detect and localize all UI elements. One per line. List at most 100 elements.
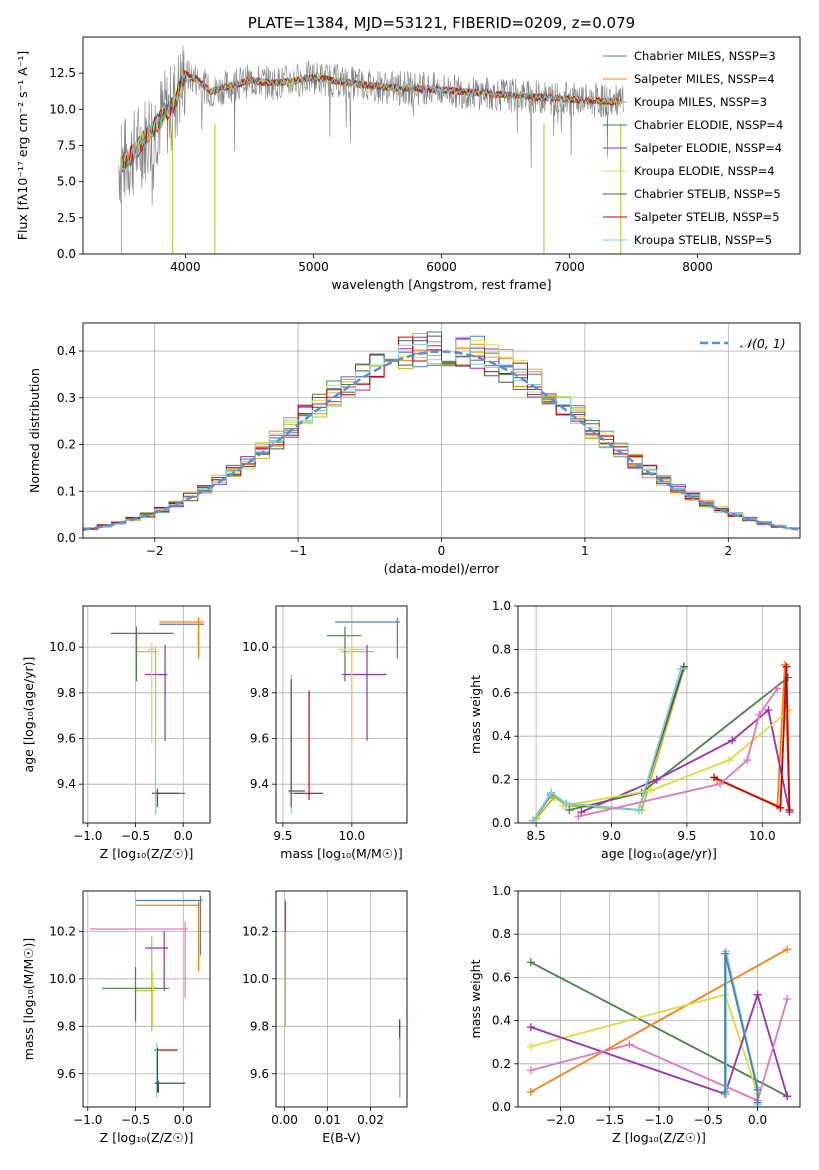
x-tick-label: 9.0 — [602, 829, 621, 843]
data-point — [526, 1087, 535, 1096]
plot-area — [518, 606, 800, 823]
data-point — [753, 1098, 762, 1107]
data-point — [776, 803, 785, 812]
y-tick-label: 10.2 — [242, 924, 269, 938]
y-tick-label: 0.6 — [492, 686, 511, 700]
x-tick-label: −2.0 — [546, 1113, 575, 1127]
axes-frame — [517, 605, 801, 824]
y-tick-label: 10.0 — [49, 102, 76, 116]
x-tick-label: 5000 — [298, 260, 329, 274]
x-tick-label: 8.5 — [527, 829, 546, 843]
data-point — [721, 1087, 730, 1096]
y-tick-label: 7.5 — [57, 139, 76, 153]
x-tick-label: 1 — [581, 544, 589, 558]
plot-area — [518, 891, 800, 1107]
axes-frame — [275, 890, 408, 1108]
model-line — [120, 71, 622, 173]
y-axis-label: mass weight — [468, 675, 483, 754]
data-point — [728, 736, 737, 745]
y-tick-label: 12.5 — [49, 66, 76, 80]
legend-label: Kroupa STELIB, NSSP=5 — [634, 233, 772, 247]
x-tick-label: 0.0 — [174, 829, 193, 843]
plot-area — [276, 606, 407, 823]
y-tick-label: 9.8 — [250, 686, 269, 700]
data-point — [721, 949, 730, 958]
x-tick-label: −1 — [289, 544, 307, 558]
y-axis-label: Normed distribution — [27, 368, 42, 493]
y-tick-label: 0.2 — [492, 1057, 511, 1071]
y-tick-label: 10.0 — [242, 640, 269, 654]
x-tick-label: 10.0 — [749, 829, 776, 843]
plot-area — [83, 606, 210, 823]
y-tick-label: 9.8 — [57, 1019, 76, 1033]
y-tick-label: 1.0 — [492, 884, 511, 898]
series-line — [530, 948, 788, 1093]
axes-mass_vs_EBV: 0.00 0.01 0.02 9.6 9.8 10.0 10.2 E(B-V) — [242, 890, 408, 1145]
data-point — [783, 945, 792, 954]
x-tick-label: 7000 — [554, 260, 585, 274]
legend-label: Salpeter MILES, NSSP=4 — [634, 72, 775, 86]
data-point — [625, 1040, 634, 1049]
axes-age_vs_mass: 9.5 10.0 9.4 9.6 9.8 10.0 mass [log₁₀(M/M☉)] — [242, 605, 408, 861]
x-tick-label: 9.5 — [677, 829, 696, 843]
data-point — [753, 1085, 762, 1094]
y-axis-label: mass [log₁₀(M/M☉)] — [21, 938, 36, 1060]
axes-frame — [82, 605, 211, 824]
y-axis-label: Flux [fλ10⁻¹⁷ erg cm⁻² s⁻¹ A⁻¹] — [15, 51, 30, 240]
series-line — [563, 709, 790, 807]
x-axis-label: (data-model)/error — [384, 561, 501, 576]
y-tick-label: 0.2 — [57, 438, 76, 452]
x-tick-label: −1.0 — [73, 829, 102, 843]
axes-weight_vs_age: 8.5 9.0 9.5 10.0 0.0 0.2 0.4 0.6 0.8 1.0 age [log₁… — [468, 599, 801, 861]
y-tick-label: 10.0 — [49, 640, 76, 654]
data-point — [676, 664, 685, 673]
axes-weight_vs_Z: −2.0 −1.5 −1.0 −0.5 0.0 0.0 0.2 0.4 0.6 0.8 1.0 Z [… — [468, 884, 801, 1145]
normal-curve — [83, 350, 800, 532]
data-point — [526, 1023, 535, 1032]
series-line — [530, 993, 759, 1095]
x-tick-label: 9.5 — [273, 829, 292, 843]
data-point — [725, 756, 734, 765]
legend-label: Chabrier ELODIE, NSSP=4 — [634, 118, 783, 132]
x-tick-label: 6000 — [426, 260, 457, 274]
x-tick-label: 0.01 — [314, 1113, 341, 1127]
series-line — [530, 961, 788, 1097]
data-point — [574, 812, 583, 821]
data-point — [773, 684, 782, 693]
y-tick-label: 9.4 — [250, 777, 269, 791]
data-point — [716, 779, 725, 788]
data-point — [526, 958, 535, 967]
x-tick-label: −0.5 — [121, 829, 150, 843]
x-tick-label: 4000 — [170, 260, 201, 274]
data-point — [562, 799, 571, 808]
y-tick-label: 0.8 — [492, 642, 511, 656]
legend-label: Salpeter ELODIE, NSSP=4 — [634, 141, 782, 155]
data-point — [634, 805, 643, 814]
x-axis-label: mass [log₁₀(M/M☉)] — [280, 846, 402, 861]
x-axis-label: Z [log₁₀(Z/Z☉)] — [100, 1130, 194, 1145]
x-tick-label: −2 — [146, 544, 164, 558]
y-tick-label: 0.0 — [57, 531, 76, 545]
y-axis-label: mass weight — [468, 959, 483, 1038]
data-point — [782, 662, 791, 671]
y-tick-label: 0.8 — [492, 927, 511, 941]
x-tick-label: 0 — [438, 544, 446, 558]
observed-spectrum — [118, 45, 624, 206]
y-tick-label: 10.0 — [242, 972, 269, 986]
y-tick-label: 9.6 — [57, 1067, 76, 1081]
legend-label: Kroupa ELODIE, NSSP=4 — [634, 164, 775, 178]
data-point — [764, 706, 773, 715]
x-axis-label: Z [log₁₀(Z/Z☉)] — [100, 846, 194, 861]
data-point — [526, 1042, 535, 1051]
x-axis-label: wavelength [Angstrom, rest frame] — [331, 277, 551, 292]
data-point — [753, 990, 762, 999]
axes-mass_vs_Z: −1.0 −0.5 0.0 9.6 9.8 10.0 10.2 Z [log₁₀(Z/Z☉)]… — [21, 890, 211, 1145]
axes-residuals: −2 −1 0 1 2 0.0 0.1 0.2 0.3 0.4 (data-model)/error… — [27, 322, 801, 576]
legend-label: Kroupa MILES, NSSP=3 — [634, 95, 767, 109]
data-point — [743, 756, 752, 765]
y-tick-label: 9.6 — [57, 731, 76, 745]
legend-label: Salpeter STELIB, NSSP=5 — [634, 210, 780, 224]
plot-area — [276, 891, 407, 1107]
data-point — [646, 786, 655, 795]
